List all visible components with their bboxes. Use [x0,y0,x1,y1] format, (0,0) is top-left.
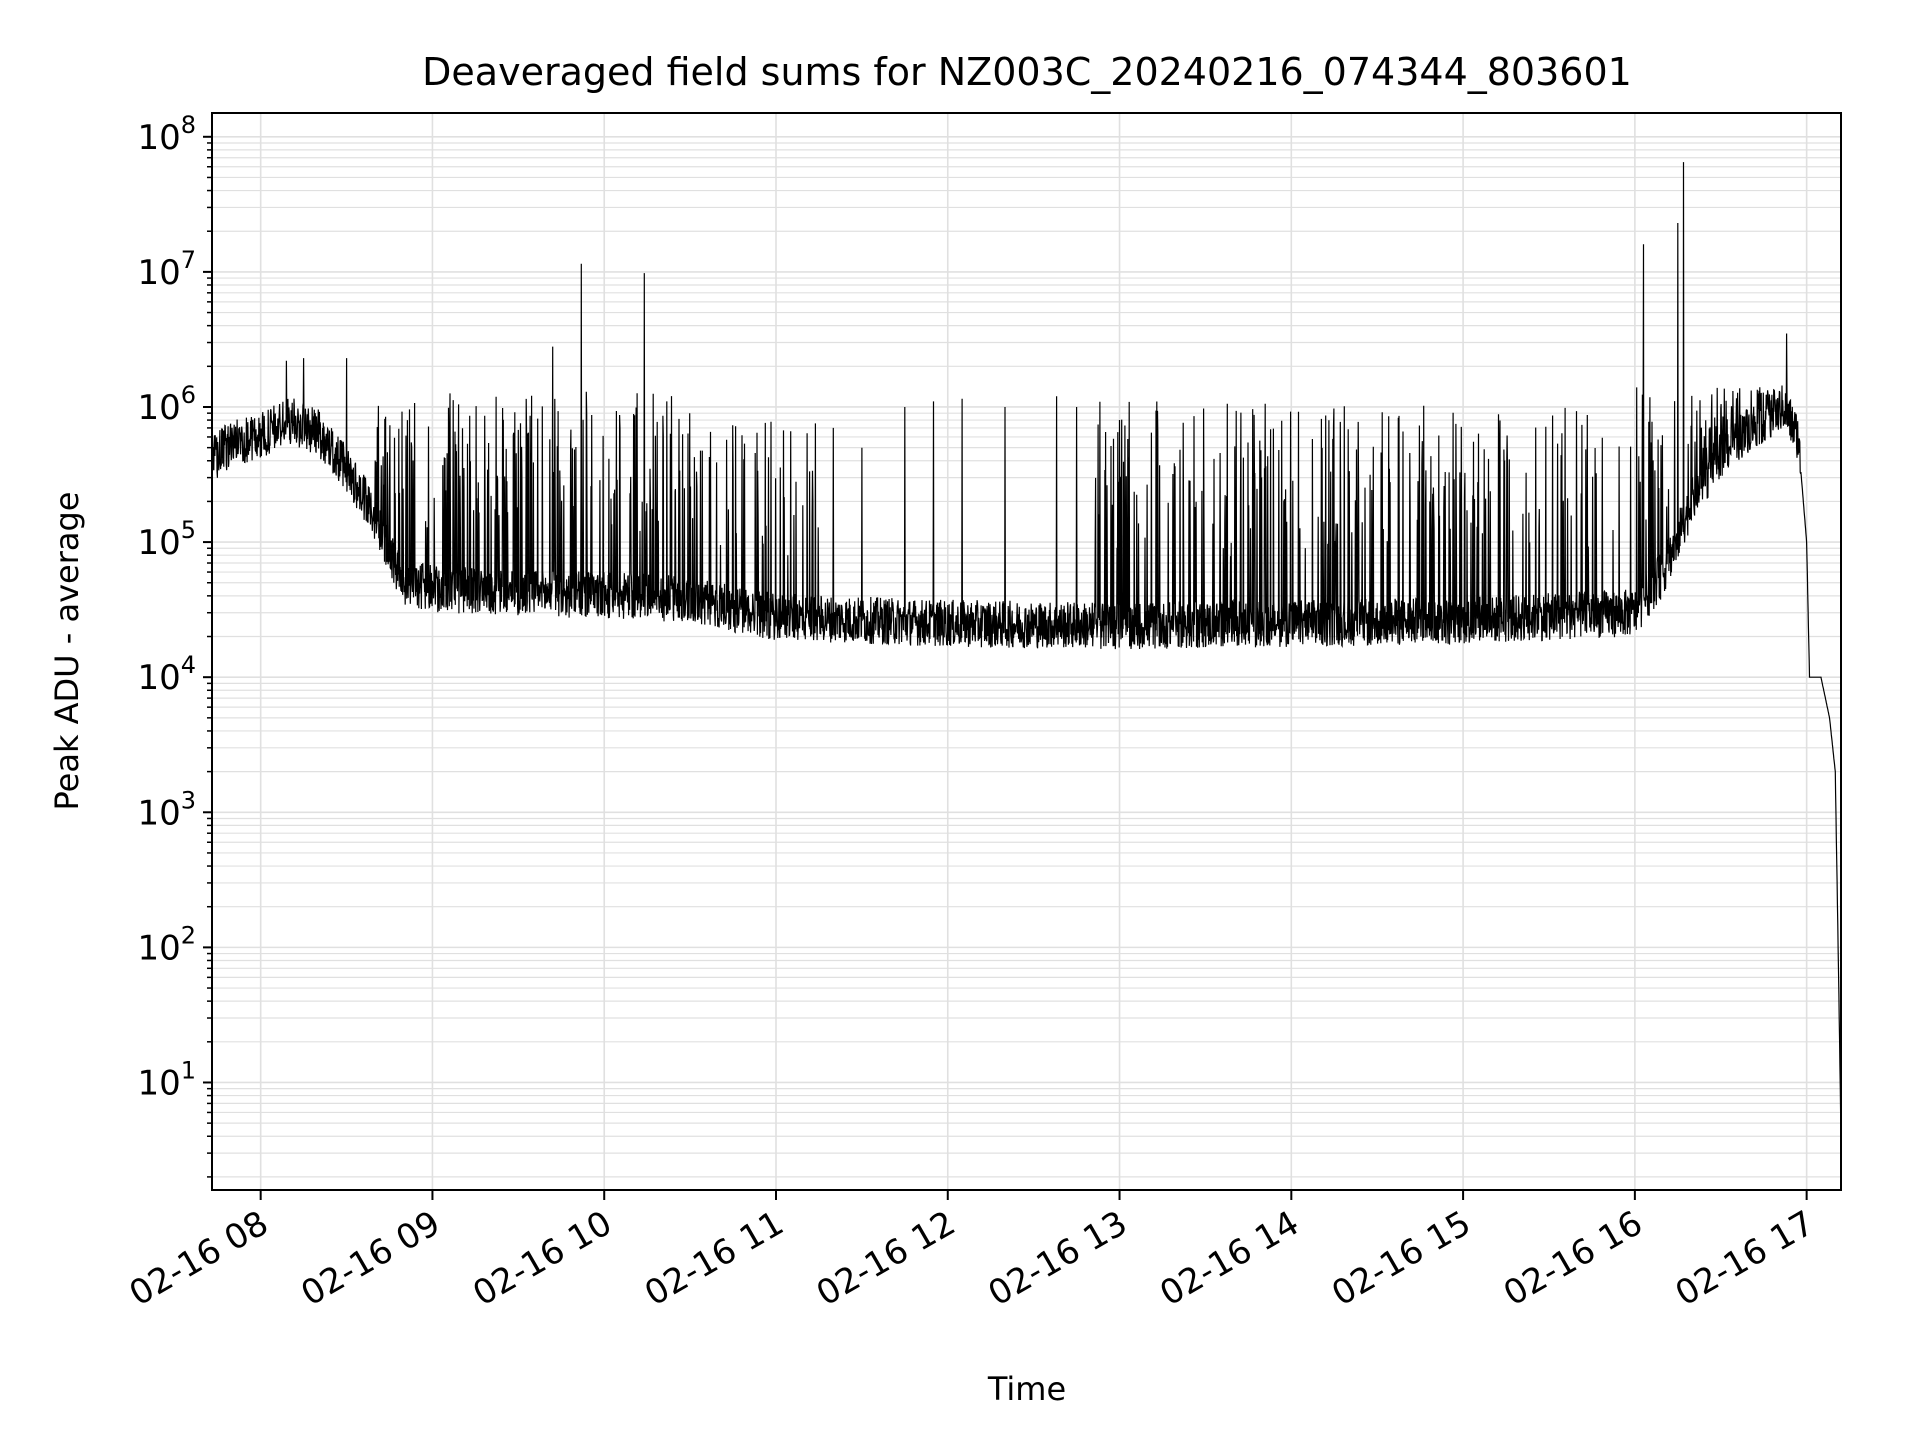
y-tick-label: 103 [137,786,196,833]
y-tick-label: 106 [137,381,196,428]
y-tick-label: 104 [137,651,196,698]
y-tick-label: 101 [137,1056,196,1103]
y-tick-label: 108 [137,111,196,158]
y-tick-label: 105 [137,516,196,563]
chart-title: Deaveraged field sums for NZ003C_2024021… [422,50,1632,94]
y-tick-label: 102 [137,921,196,968]
series-line [211,162,1842,1137]
y-axis-label: Peak ADU - average [48,492,86,811]
grid [212,113,1841,1190]
y-axis: 101 102 103 104 105 106 107 108 [137,111,212,1178]
x-axis-label: Time [987,1370,1066,1408]
series-peak-adu [211,162,1842,1137]
y-tick-label: 107 [137,246,196,293]
plot-area-frame [211,112,1842,1191]
